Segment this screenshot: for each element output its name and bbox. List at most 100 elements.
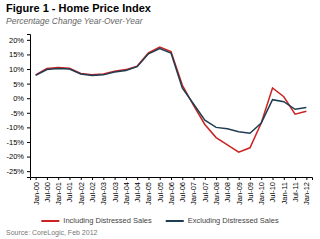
x-tick-label: Jan-06 xyxy=(167,182,176,205)
x-tick: Jan-06 xyxy=(167,177,176,205)
x-tick: Jan-04 xyxy=(122,177,131,205)
x-tick-mark xyxy=(171,177,172,180)
x-tick: Jul-02 xyxy=(88,177,97,202)
x-tick: Jan-12 xyxy=(302,177,311,205)
x-tick-mark xyxy=(148,177,149,180)
x-tick-mark xyxy=(103,177,104,180)
x-tick-mark xyxy=(273,177,274,180)
x-tick: Jan-11 xyxy=(280,177,289,204)
x-tick: Jul-00 xyxy=(43,177,52,202)
x-tick: Jul-04 xyxy=(133,177,142,202)
x-tick-label: Jan-05 xyxy=(144,182,153,205)
x-tick: Jul-08 xyxy=(223,177,232,202)
chart: Figure 1 - Home Price Index Percentage Ch… xyxy=(0,0,320,239)
x-tick-mark xyxy=(92,177,93,180)
x-tick: Jul-05 xyxy=(156,177,165,202)
y-tick-label: 5% xyxy=(13,80,24,89)
y-tick-label: -20% xyxy=(6,152,24,161)
y-tick-label: 10% xyxy=(9,65,24,74)
x-tick-label: Jul-00 xyxy=(43,182,52,202)
x-tick-label: Jan-08 xyxy=(212,182,221,205)
y-tick: -20% xyxy=(6,152,30,161)
y-tick-label: 0% xyxy=(13,94,24,103)
x-tick-label: Jan-01 xyxy=(54,182,63,205)
y-tick-label: -15% xyxy=(6,138,24,147)
x-tick-label: Jan-04 xyxy=(122,182,131,205)
x-tick-label: Jul-06 xyxy=(178,182,187,202)
y-tick: 5% xyxy=(13,80,30,89)
x-tick-label: Jan-02 xyxy=(77,182,86,205)
x-tick-label: Jan-10 xyxy=(257,182,266,205)
x-tick-label: Jan-09 xyxy=(235,182,244,205)
y-tick-mark xyxy=(27,171,30,172)
x-tick: Jul-03 xyxy=(111,177,120,202)
x-tick-mark xyxy=(126,177,127,180)
x-tick-mark xyxy=(115,177,116,180)
y-tick-label: 15% xyxy=(9,50,24,59)
x-tick-label: Jul-07 xyxy=(201,182,210,202)
y-tick-label: 20% xyxy=(9,36,24,45)
x-tick: Jan-08 xyxy=(212,177,221,205)
x-tick-mark xyxy=(295,177,296,180)
legend-item: Excluding Distressed Sales xyxy=(166,216,279,225)
x-tick: Jan-00 xyxy=(32,177,41,205)
title: Figure 1 - Home Price Index xyxy=(6,2,152,14)
x-tick-mark xyxy=(81,177,82,180)
x-tick-label: Jul-09 xyxy=(246,182,255,202)
y-tick: 0% xyxy=(13,94,30,103)
y-tick-mark xyxy=(27,69,30,70)
subtitle: Percentage Change Year-Over-Year xyxy=(6,16,144,26)
legend-label: Excluding Distressed Sales xyxy=(188,216,279,225)
x-tick-label: Jul-03 xyxy=(111,182,120,202)
legend-swatch xyxy=(166,220,184,222)
x-tick: Jul-10 xyxy=(268,177,277,202)
x-tick: Jul-07 xyxy=(201,177,210,202)
y-tick: 20% xyxy=(9,36,30,45)
y-tick: -5% xyxy=(11,109,30,118)
x-tick-mark xyxy=(216,177,217,180)
y-tick-mark xyxy=(27,113,30,114)
y-tick-mark xyxy=(27,98,30,99)
legend: Including Distressed Sales Excluding Dist… xyxy=(41,216,279,225)
x-tick: Jan-03 xyxy=(99,177,108,205)
x-tick-mark xyxy=(227,177,228,180)
x-tick: Jul-06 xyxy=(178,177,187,202)
x-tick-mark xyxy=(239,177,240,180)
x-tick: Jul-01 xyxy=(65,177,74,202)
legend-item: Including Distressed Sales xyxy=(41,216,152,225)
x-tick-label: Jul-08 xyxy=(223,182,232,202)
x-tick: Jul-11 xyxy=(291,177,300,202)
x-tick: Jan-09 xyxy=(235,177,244,205)
y-tick-label: -5% xyxy=(11,109,25,118)
plot: -25%-20%-15%-10%-5%0%5%10%15%20%Jan-00Ju… xyxy=(6,35,312,205)
y-tick-mark xyxy=(27,84,30,85)
source: Source: CoreLogic, Feb 2012 xyxy=(6,229,98,237)
y-tick: -25% xyxy=(6,167,30,176)
x-tick: Jan-10 xyxy=(257,177,266,205)
x-tick-label: Jan-03 xyxy=(99,182,108,205)
x-tick-label: Jan-00 xyxy=(32,182,41,205)
x-tick-mark xyxy=(182,177,183,180)
x-tick-mark xyxy=(160,177,161,180)
x-tick-label: Jul-05 xyxy=(156,182,165,202)
x-tick-mark xyxy=(284,177,285,180)
y-tick-mark xyxy=(27,54,30,55)
series-line xyxy=(36,49,307,134)
lines xyxy=(36,47,307,152)
legend-label: Including Distressed Sales xyxy=(63,216,152,225)
x-tick: Jan-05 xyxy=(144,177,153,205)
x-tick: Jan-02 xyxy=(77,177,86,205)
x-tick: Jan-01 xyxy=(54,177,63,205)
x-tick-mark xyxy=(36,177,37,180)
x-tick-label: Jul-01 xyxy=(65,182,74,202)
x-tick-mark xyxy=(194,177,195,180)
y-tick-mark xyxy=(27,157,30,158)
y-tick: -10% xyxy=(6,123,30,132)
y-tick: 10% xyxy=(9,65,30,74)
y-tick-mark xyxy=(27,40,30,41)
x-tick-mark xyxy=(250,177,251,180)
x-tick-mark xyxy=(261,177,262,180)
legend-swatch xyxy=(41,220,59,222)
y-tick: -15% xyxy=(6,138,30,147)
x-tick-mark xyxy=(58,177,59,180)
